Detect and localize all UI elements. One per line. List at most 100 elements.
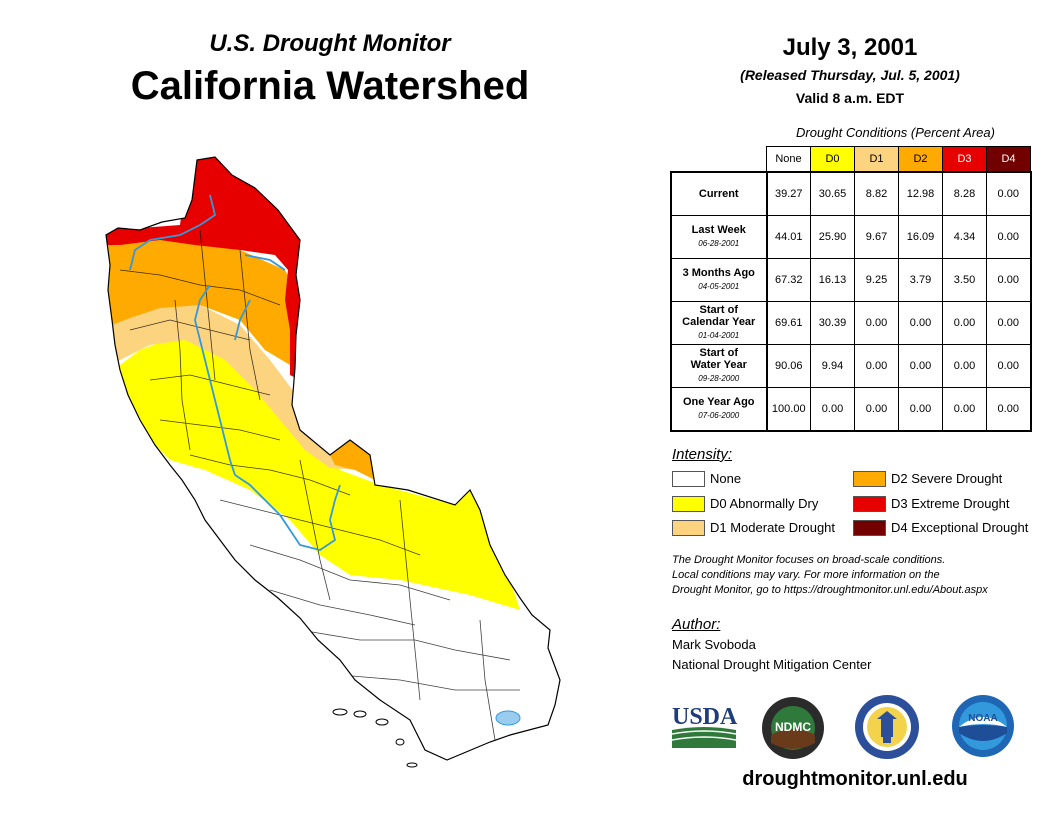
row-label: Start of Water Year 09-28-2000 — [670, 344, 767, 388]
table-cell: 0.00 — [898, 387, 943, 432]
header-d3: D3 — [942, 146, 987, 173]
intensity-title: Intensity: — [672, 446, 733, 463]
commerce-seal — [855, 695, 919, 759]
website-url[interactable]: droughtmonitor.unl.edu — [742, 768, 968, 790]
legend-swatch-d2 — [853, 471, 886, 487]
table-cell: 0.00 — [986, 387, 1032, 432]
table-row: One Year Ago 07-06-2000 100.00 0.00 0.00 0.00… — [670, 387, 1032, 432]
note-line-3: Drought Monitor, go to https://droughtmo… — [672, 584, 988, 596]
author-organization: National Drought Mitigation Center — [672, 657, 872, 672]
table-cell: 67.32 — [765, 258, 811, 302]
legend-swatch-none — [672, 471, 705, 487]
note-line-2: Local conditions may vary. For more info… — [672, 569, 940, 581]
table-cell: 16.09 — [898, 215, 943, 259]
row-label-line: Calendar Year — [682, 316, 756, 328]
row-label: 3 Months Ago 04-05-2001 — [670, 258, 767, 302]
row-label-line: 3 Months Ago — [682, 267, 755, 279]
ndmc-logo-text: NDMC — [775, 720, 811, 734]
disclaimer-note: The Drought Monitor focuses on broad-sca… — [672, 553, 1042, 598]
table-cell: 0.00 — [854, 387, 899, 432]
legend-swatch-d4 — [853, 520, 886, 536]
usda-logo: USDA — [671, 704, 738, 748]
table-cell: 4.34 — [942, 215, 987, 259]
table-cell: 44.01 — [765, 215, 811, 259]
table-cell: 9.67 — [854, 215, 899, 259]
author-name: Mark Svoboda — [672, 637, 756, 652]
table-cell: 0.00 — [942, 301, 987, 345]
map-subtitle: U.S. Drought Monitor — [209, 30, 451, 57]
row-date: 07-06-2000 — [698, 411, 740, 420]
legend-label-d4: D4 Exceptional Drought — [891, 520, 1029, 535]
noaa-logo: NOAA — [952, 695, 1014, 757]
ndmc-logo: NDMC — [762, 697, 824, 759]
map-title: California Watershed — [130, 64, 530, 108]
drought-map — [105, 156, 561, 768]
table-cell: 0.00 — [986, 215, 1032, 259]
legend-label-d3: D3 Extreme Drought — [891, 496, 1010, 511]
table-row: 3 Months Ago 04-05-2001 67.32 16.13 9.25 3.79… — [670, 258, 1032, 302]
legend-swatch-d3 — [853, 496, 886, 512]
table-row: Current 39.27 30.65 8.82 12.98 8.28 0.00 — [670, 171, 1032, 216]
table-cell: 16.13 — [810, 258, 855, 302]
table-cell: 0.00 — [854, 301, 899, 345]
table-row: Last Week 06-28-2001 44.01 25.90 9.67 16.09 4.… — [670, 215, 1032, 259]
header-blank — [671, 147, 767, 173]
table-cell: 0.00 — [986, 258, 1032, 302]
table-cell: 0.00 — [898, 301, 943, 345]
note-line-1: The Drought Monitor focuses on broad-sca… — [672, 554, 946, 566]
legend-label-d2: D2 Severe Drought — [891, 471, 1003, 486]
table-cell: 3.79 — [898, 258, 943, 302]
d2-drought-area-east — [330, 440, 375, 480]
row-label: Last Week 06-28-2001 — [670, 215, 767, 259]
row-label: Start of Calendar Year 01-04-2001 — [670, 301, 767, 345]
map-date: July 3, 2001 — [782, 34, 918, 61]
d3-drought-area — [106, 157, 305, 380]
header-d1: D1 — [854, 146, 899, 173]
row-label-line: Water Year — [690, 359, 747, 371]
table-cell: 30.39 — [810, 301, 855, 345]
table-row: Start of Calendar Year 01-04-2001 69.61 30.3… — [670, 301, 1032, 345]
california-outline — [105, 156, 561, 761]
header-none: None — [766, 146, 811, 173]
salton-sea — [495, 710, 521, 726]
legend-swatch-d0 — [672, 496, 705, 512]
table-cell: 39.27 — [765, 171, 811, 216]
legend-label-d1: D1 Moderate Drought — [710, 520, 836, 535]
table-cell: 25.90 — [810, 215, 855, 259]
table-cell: 3.50 — [942, 258, 987, 302]
d1-drought-area — [106, 300, 360, 470]
release-date: (Released Thursday, Jul. 5, 2001) — [740, 67, 960, 83]
row-label: One Year Ago 07-06-2000 — [670, 387, 767, 432]
row-label-line: Last Week — [691, 224, 746, 236]
table-cell: 12.98 — [898, 171, 943, 216]
row-label-line: Start of — [699, 347, 739, 359]
legend-label-none: None — [710, 471, 742, 486]
row-date: 01-04-2001 — [698, 331, 740, 340]
usda-logo-text: USDA — [672, 704, 738, 730]
row-label-line: Start of — [699, 304, 739, 316]
table-cell: 0.00 — [810, 387, 855, 432]
header-d0: D0 — [810, 146, 855, 173]
table-cell: 100.00 — [765, 387, 811, 432]
row-label-line: One Year Ago — [682, 396, 755, 408]
table-cell: 0.00 — [898, 344, 943, 388]
d0-drought-area — [106, 335, 520, 610]
legend-label-d0: D0 Abnormally Dry — [710, 496, 819, 511]
table-cell: 8.28 — [942, 171, 987, 216]
table-cell: 90.06 — [765, 344, 811, 388]
table-header-row: None D0 D1 D2 D3 D4 — [671, 146, 1031, 173]
author-title: Author: — [672, 616, 721, 633]
row-date: 06-28-2001 — [698, 239, 740, 248]
table-cell: 9.94 — [810, 344, 855, 388]
noaa-logo-text: NOAA — [968, 713, 997, 724]
conditions-title: Drought Conditions (Percent Area) — [796, 125, 995, 140]
legend-swatch-d1 — [672, 520, 705, 536]
conditions-table: None D0 D1 D2 D3 D4 Current 39.27 30.65 8.8… — [670, 146, 1032, 432]
valid-time: Valid 8 a.m. EDT — [795, 90, 905, 106]
channel-islands — [332, 708, 418, 768]
table-cell: 9.25 — [854, 258, 899, 302]
conditions-table-body: Current 39.27 30.65 8.82 12.98 8.28 0.00 Last W… — [670, 171, 1032, 432]
table-cell: 0.00 — [854, 344, 899, 388]
row-date: 09-28-2000 — [698, 374, 740, 383]
table-cell: 0.00 — [986, 344, 1032, 388]
